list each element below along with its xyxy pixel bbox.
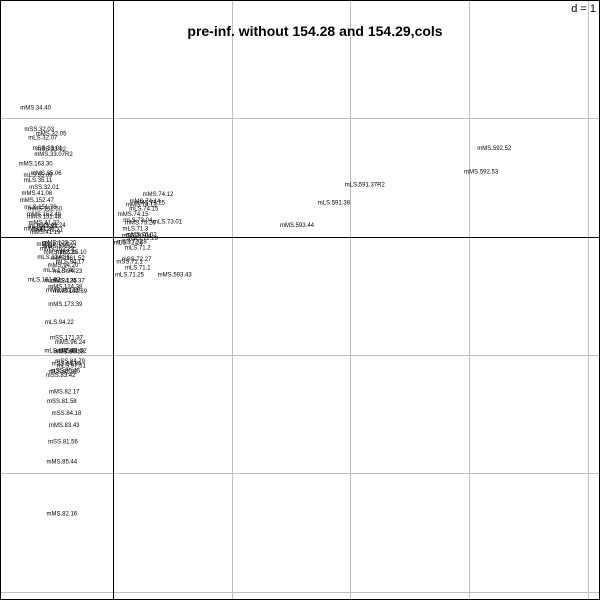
point-label: mMS.162.69: [53, 289, 88, 295]
point-label: mSS.72.28: [117, 239, 147, 245]
point-label: mMS.74.13: [126, 203, 157, 209]
point-label: mLS.151.78: [24, 205, 57, 211]
point-label: mLS.74.15: [129, 206, 159, 212]
point-label: mMS.152.47: [20, 198, 55, 204]
point-label: mLS.94.22: [45, 320, 75, 326]
point-label: mLS.73.01: [153, 219, 183, 225]
point-label: mSS.84.79: [55, 359, 85, 365]
point-label: mMS.82.17: [49, 390, 80, 396]
point-label: mMS.163.30: [19, 161, 54, 167]
point-label: mSS.70.04: [122, 234, 152, 240]
point-label: mLS.175.42: [43, 268, 76, 274]
point-label: mLS.124.35: [44, 279, 77, 285]
point-label: mLS.41.24: [37, 223, 67, 229]
point-label: mLS.35.09: [23, 173, 53, 179]
point-label: mMS.75.25: [134, 200, 165, 206]
point-label: mLS.41.23: [28, 224, 58, 230]
point-label: mLS.35.11: [24, 178, 53, 184]
point-label: mLS.32.07: [28, 135, 58, 141]
point-label: mMS.85.10: [56, 250, 87, 256]
point-label: mLS.124.36: [37, 255, 70, 261]
point-label: mMS.41.19: [30, 230, 61, 236]
point-label: mMS.152.50: [28, 206, 63, 212]
point-label: mLS.94.17: [56, 260, 86, 266]
point-label: mMS.75.26: [125, 221, 156, 227]
grid-size-label: d = 1: [571, 3, 596, 15]
point-label: mSS.32.01: [29, 185, 59, 191]
point-label: mSS.84.80: [52, 361, 82, 367]
point-label: mLS.73.04: [123, 218, 153, 224]
point-label: mLS.71.1: [125, 266, 151, 272]
point-label: mLS.591.37R2: [345, 183, 386, 189]
point-label: mMS.82.16: [46, 512, 77, 518]
point-label: mMS.161.52: [51, 256, 86, 262]
point-label: mSS.33.01: [33, 146, 63, 152]
point-label: mMS.124.37: [51, 279, 86, 285]
point-label: mSS.81.56: [48, 439, 78, 445]
point-label: mLS.71.2: [125, 245, 151, 251]
point-label: mMS.74.15: [118, 212, 149, 218]
point-label: mSS.32.03: [24, 127, 54, 133]
point-label: mMS.32.05: [36, 132, 67, 138]
point-label: mSS.71.1: [116, 260, 143, 266]
point-label: mSS.84.18: [52, 411, 82, 417]
point-label: mMS.41.21: [32, 228, 63, 234]
point-label: mMS.592.53: [464, 170, 499, 176]
point-label: mMS.41.22: [29, 221, 60, 227]
point-label: mMS.70.02: [126, 232, 157, 238]
point-label: mLS.94.23: [53, 269, 83, 275]
point-label: mMS.85.44: [46, 460, 77, 466]
point-label: mMS.152.48: [27, 215, 62, 221]
point-label: mMS.172.21: [36, 242, 71, 248]
point-label: mSS.85.45: [50, 368, 80, 374]
point-label: mLS.591.38: [318, 200, 351, 206]
point-label: mLS.71.3: [123, 226, 149, 232]
point-label: mSS.171.37: [50, 335, 84, 341]
point-label: mLS.162.60: [44, 348, 77, 354]
point-label: mSS.81.58: [47, 399, 77, 405]
point-label: mMS.593.44: [280, 223, 315, 229]
point-label: mMS.74.14: [130, 199, 161, 205]
point-label: mMS.41.08: [21, 191, 52, 197]
point-label: mMS.41.20: [24, 226, 55, 232]
point-label: mMS.83.43: [49, 423, 80, 429]
point-label: mMS.172.22: [42, 244, 77, 250]
point-label: mMS.592.52: [477, 146, 512, 152]
point-label: mMS.81.52: [56, 348, 87, 354]
point-label: mMS.80.58: [54, 350, 85, 356]
point-label: mMS.35.06: [31, 171, 62, 177]
point-label: mMS.72.29: [127, 236, 158, 242]
point-label: mSS.72.27: [122, 257, 152, 263]
point-label: mMS.152.49: [27, 212, 62, 218]
point-label: mMS.94.20: [48, 263, 79, 269]
point-label: mSS.83.42: [46, 373, 76, 379]
point-label: mMS.123.20: [42, 241, 77, 247]
point-label: mLS.82.32: [48, 370, 78, 376]
point-label: mMS.74.12: [143, 192, 174, 198]
point-label: mLS.97.51: [57, 364, 87, 370]
point-label: mMS.162.59: [46, 288, 81, 294]
point-label: mMS.162.21: [44, 250, 79, 256]
point-label: mMS.96.24: [55, 340, 86, 346]
point-label: mLS.161.32: [28, 277, 61, 283]
point-label: mSS.33.02: [36, 147, 66, 153]
chart-title: pre-inf. without 154.28 and 154.29,cols: [187, 23, 442, 39]
point-label: mLS.72.26: [114, 241, 144, 247]
point-label: mMS.162.23: [40, 247, 75, 253]
point-label: mMS.593.43: [158, 273, 193, 279]
point-label: mMS.34.40: [20, 106, 51, 112]
point-label: mLS.71.25: [115, 273, 145, 279]
point-label: mMS.33.07R2: [34, 152, 73, 158]
point-label: mMS.124.38: [48, 284, 83, 290]
point-label: mMS.173.39: [48, 302, 83, 308]
